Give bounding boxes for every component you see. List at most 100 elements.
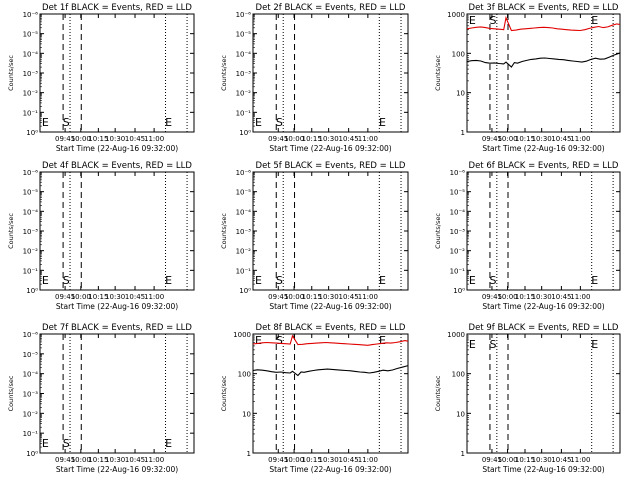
event-marker-label: S <box>276 334 283 347</box>
x-tick-label: 09:45 <box>55 293 75 301</box>
x-tick-label: 10:30 <box>105 293 125 301</box>
chart-panel-1: Det 1f BLACK = Events, RED = LLD 10⁰ 10⁻¹ 1… <box>7 3 195 153</box>
y-tick-label: 10⁻³ <box>236 70 252 78</box>
y-tick-label: 10⁻² <box>236 248 252 256</box>
event-marker-label: E <box>255 116 262 129</box>
event-marker-label: E <box>379 334 386 347</box>
plot-frame <box>466 333 621 454</box>
series-line-events <box>466 52 621 68</box>
x-tick-label: 11:00 <box>144 293 164 301</box>
y-tick-label: 10⁻⁴ <box>23 208 39 216</box>
x-tick-label: 10:45 <box>551 456 571 464</box>
y-tick-label: 10⁻⁶ <box>23 169 39 177</box>
chart-panel-3: Det 3f BLACK = Events, RED = LLD 1 10 100 10… <box>434 3 621 153</box>
chart-title: Det 7f BLACK = Events, RED = LLD <box>42 323 192 333</box>
y-tick-label: 10⁻³ <box>23 391 39 399</box>
x-axis-label: Start Time (22-Aug-16 09:32:00) <box>482 302 604 311</box>
y-axis-label: Counts/sec <box>220 375 228 411</box>
x-tick-label: 10:30 <box>319 135 339 143</box>
x-tick-label: 10:15 <box>515 293 535 301</box>
x-tick-label: 11:00 <box>570 293 590 301</box>
y-tick-label: 10⁻¹ <box>450 267 466 275</box>
y-tick-label: 10⁻⁵ <box>23 31 39 39</box>
y-tick-label: 10⁻¹ <box>236 109 252 117</box>
y-tick-label: 1 <box>461 450 465 458</box>
chart-panel-4: Det 4f BLACK = Events, RED = LLD 10⁰ 10⁻¹ 1… <box>7 161 195 311</box>
chart-title: Det 4f BLACK = Events, RED = LLD <box>42 161 192 171</box>
y-tick-label: 10⁻⁵ <box>450 189 466 197</box>
x-tick-label: 10:15 <box>88 293 108 301</box>
x-tick-label: 10:45 <box>339 135 359 143</box>
y-tick-label: 10⁻² <box>236 90 252 98</box>
event-marker-label: E <box>255 334 262 347</box>
event-marker-label: E <box>255 274 262 287</box>
y-tick-label: 10⁻³ <box>450 228 466 236</box>
x-tick-label: 10:00 <box>71 135 91 143</box>
x-tick-label: 10:15 <box>302 456 322 464</box>
x-tick-label: 10:15 <box>88 456 108 464</box>
y-tick-label: 10⁻⁶ <box>23 331 39 339</box>
event-marker-label: E <box>165 116 172 129</box>
x-tick-label: 10:15 <box>515 456 535 464</box>
event-marker-label: E <box>42 116 49 129</box>
y-tick-label: 100 <box>452 50 465 58</box>
x-tick-label: 10:30 <box>532 293 552 301</box>
chart-panel-5: Det 5f BLACK = Events, RED = LLD 10⁰ 10⁻¹ 1… <box>220 161 409 311</box>
x-tick-label: 09:45 <box>482 293 502 301</box>
x-tick-label: 10:15 <box>88 135 108 143</box>
y-axis-label: Counts/sec <box>434 375 442 411</box>
y-tick-label: 10⁻¹ <box>23 109 39 117</box>
event-marker-label: E <box>165 437 172 450</box>
y-axis-label: Counts/sec <box>7 375 15 411</box>
x-tick-label: 10:15 <box>302 293 322 301</box>
chart-panel-6: Det 6f BLACK = Events, RED = LLD 10⁰ 10⁻¹ 1… <box>434 161 621 311</box>
y-axis-label: Counts/sec <box>434 213 442 249</box>
y-tick-label: 10⁻¹ <box>23 267 39 275</box>
event-marker-label: S <box>490 14 497 27</box>
x-tick-label: 10:30 <box>105 456 125 464</box>
x-tick-label: 11:00 <box>570 456 590 464</box>
y-tick-label: 1000 <box>233 331 251 339</box>
x-tick-label: 11:00 <box>358 135 378 143</box>
chart-panel-8: Det 8f BLACK = Events, RED = LLD 1 10 100 10… <box>220 323 409 474</box>
chart-title: Det 5f BLACK = Events, RED = LLD <box>256 161 406 171</box>
y-tick-label: 10⁻⁵ <box>236 31 252 39</box>
event-marker-label: E <box>379 116 386 129</box>
x-tick-label: 10:30 <box>105 135 125 143</box>
y-tick-label: 10⁰ <box>26 287 38 295</box>
event-marker-label: S <box>276 274 283 287</box>
x-tick-label: 09:45 <box>55 456 75 464</box>
x-tick-label: 10:00 <box>284 293 304 301</box>
x-tick-label: 11:00 <box>144 456 164 464</box>
x-tick-label: 09:45 <box>55 135 75 143</box>
y-tick-label: 1 <box>247 450 251 458</box>
x-tick-label: 11:00 <box>144 135 164 143</box>
y-tick-label: 1 <box>461 129 465 137</box>
x-tick-label: 11:00 <box>358 456 378 464</box>
series-line-events <box>252 365 409 377</box>
event-marker-label: S <box>63 274 70 287</box>
y-tick-label: 10⁻³ <box>236 228 252 236</box>
y-tick-label: 10 <box>456 410 465 418</box>
event-marker-label: S <box>276 116 283 129</box>
x-tick-label: 09:45 <box>268 135 288 143</box>
x-tick-label: 10:45 <box>125 293 145 301</box>
x-axis-label: Start Time (22-Aug-16 09:32:00) <box>56 465 178 474</box>
x-tick-label: 10:30 <box>532 456 552 464</box>
series-line-lld <box>466 15 621 32</box>
chart-panel-9: Det 9f BLACK = Events, RED = LLD 1 10 100 10… <box>434 323 621 474</box>
chart-title: Det 3f BLACK = Events, RED = LLD <box>469 3 619 13</box>
x-tick-label: 10:30 <box>532 135 552 143</box>
y-tick-label: 10⁻⁶ <box>450 169 466 177</box>
y-tick-label: 10⁻² <box>23 410 39 418</box>
x-tick-label: 10:30 <box>319 456 339 464</box>
x-axis-label: Start Time (22-Aug-16 09:32:00) <box>56 144 178 153</box>
series-line-lld <box>252 334 409 346</box>
x-tick-label: 09:45 <box>268 293 288 301</box>
x-tick-label: 10:30 <box>319 293 339 301</box>
event-marker-label: S <box>63 116 70 129</box>
x-axis-label: Start Time (22-Aug-16 09:32:00) <box>269 465 391 474</box>
y-tick-label: 10⁻² <box>23 90 39 98</box>
y-tick-label: 10⁻⁴ <box>236 208 252 216</box>
event-marker-label: E <box>165 274 172 287</box>
